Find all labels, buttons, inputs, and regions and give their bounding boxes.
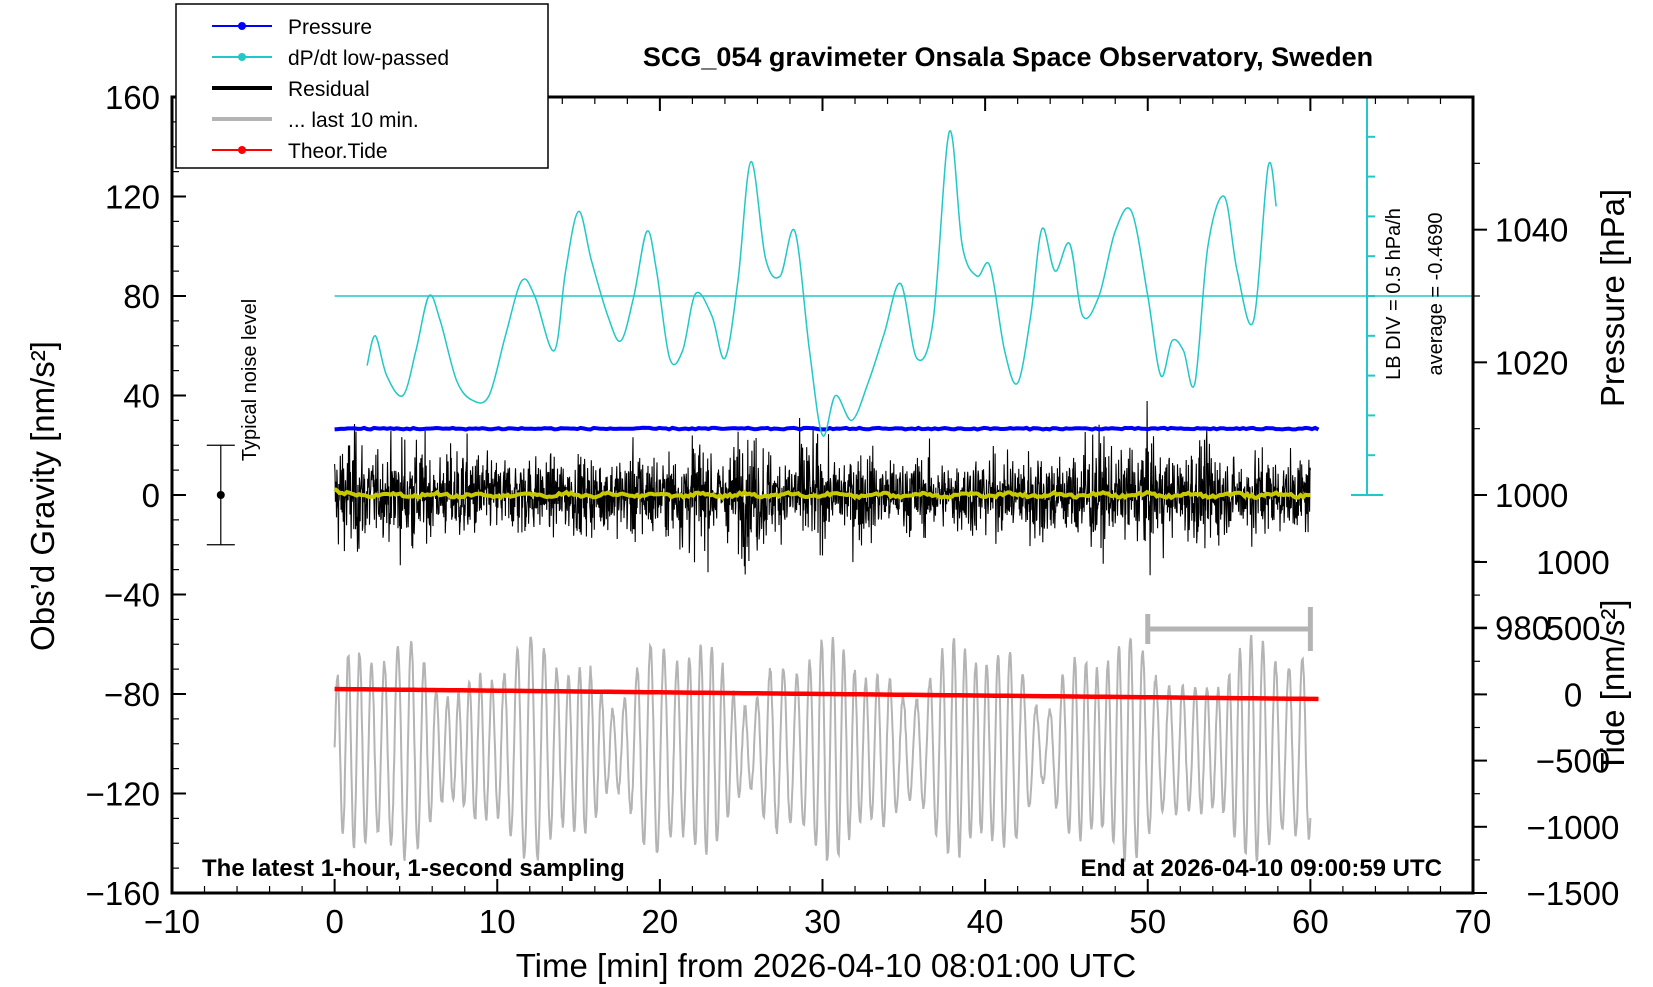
x-tick-label: 50 bbox=[1129, 903, 1166, 940]
tide-tick-label: 1000 bbox=[1536, 544, 1609, 581]
last-10-min-bracket bbox=[1148, 607, 1311, 651]
y-tick-label: −40 bbox=[104, 577, 160, 614]
plot-area bbox=[335, 131, 1473, 862]
y-axis-label-tide: Tide [nm/s²] bbox=[1594, 600, 1631, 773]
noise-level-label: Typical noise level bbox=[239, 299, 261, 461]
legend-label: dP/dt low-passed bbox=[288, 47, 449, 70]
pressure-tick-label: 980 bbox=[1495, 610, 1550, 647]
y-tick-label: 160 bbox=[105, 79, 160, 116]
pressure-tick-label: 1040 bbox=[1495, 212, 1568, 249]
average-label: average = -0.4690 bbox=[1425, 213, 1447, 376]
tide-tick-label: −1500 bbox=[1527, 875, 1620, 912]
end-time-note: End at 2026-04-10 09:00:59 UTC bbox=[1081, 855, 1443, 882]
chart-title: SCG_054 gravimeter Onsala Space Observat… bbox=[643, 42, 1373, 72]
y-tick-label: 40 bbox=[123, 378, 160, 415]
pressure-tick-label: 1020 bbox=[1495, 344, 1568, 381]
y-tick-label: 120 bbox=[105, 179, 160, 216]
chart-layer: −10 0 10 20 30 40 50 60 7016012080400−40−80−120−… bbox=[86, 4, 1620, 940]
y-tick-label: −80 bbox=[104, 676, 160, 713]
legend-label: ... last 10 min. bbox=[288, 109, 419, 132]
dpdt-line bbox=[367, 131, 1276, 436]
x-tick-label: 40 bbox=[967, 903, 1004, 940]
pressure-scale-label: LB DIV = 0.5 hPa/h bbox=[1383, 208, 1405, 380]
y-tick-label: −120 bbox=[86, 776, 160, 813]
pressure-tick-label: 1000 bbox=[1495, 477, 1568, 514]
tide-tick-label: 0 bbox=[1564, 676, 1582, 713]
y-axis-label-gravity: Obs’d Gravity [nm/s²] bbox=[24, 341, 61, 651]
noise-bar-point bbox=[217, 491, 225, 499]
legend-label: Theor.Tide bbox=[288, 140, 388, 163]
last-10-min-line bbox=[335, 635, 1311, 862]
y-tick-label: −160 bbox=[86, 875, 160, 912]
x-tick-label: 60 bbox=[1292, 903, 1329, 940]
x-tick-label: 20 bbox=[642, 903, 679, 940]
legend-label: Pressure bbox=[288, 16, 372, 39]
y-tick-label: 0 bbox=[142, 477, 160, 514]
x-tick-label: 10 bbox=[479, 903, 516, 940]
y-tick-label: 80 bbox=[123, 278, 160, 315]
x-tick-label: 30 bbox=[804, 903, 841, 940]
x-axis-label: Time [min] from 2026-04-10 08:01:00 UTC bbox=[516, 947, 1137, 984]
legend-label: Residual bbox=[288, 78, 370, 101]
legend-marker bbox=[238, 53, 246, 61]
gravimeter-chart: −10 0 10 20 30 40 50 60 7016012080400−40−80−120−… bbox=[0, 0, 1653, 987]
y-axis-label-pressure: Pressure [hPa] bbox=[1594, 189, 1631, 407]
x-tick-label: 0 bbox=[325, 903, 343, 940]
tide-tick-label: 500 bbox=[1545, 610, 1600, 647]
legend-marker bbox=[238, 22, 246, 30]
tide-tick-label: −1000 bbox=[1527, 809, 1620, 846]
legend-marker bbox=[238, 146, 246, 154]
x-tick-label: 70 bbox=[1455, 903, 1492, 940]
sampling-note: The latest 1-hour, 1-second sampling bbox=[202, 855, 625, 882]
